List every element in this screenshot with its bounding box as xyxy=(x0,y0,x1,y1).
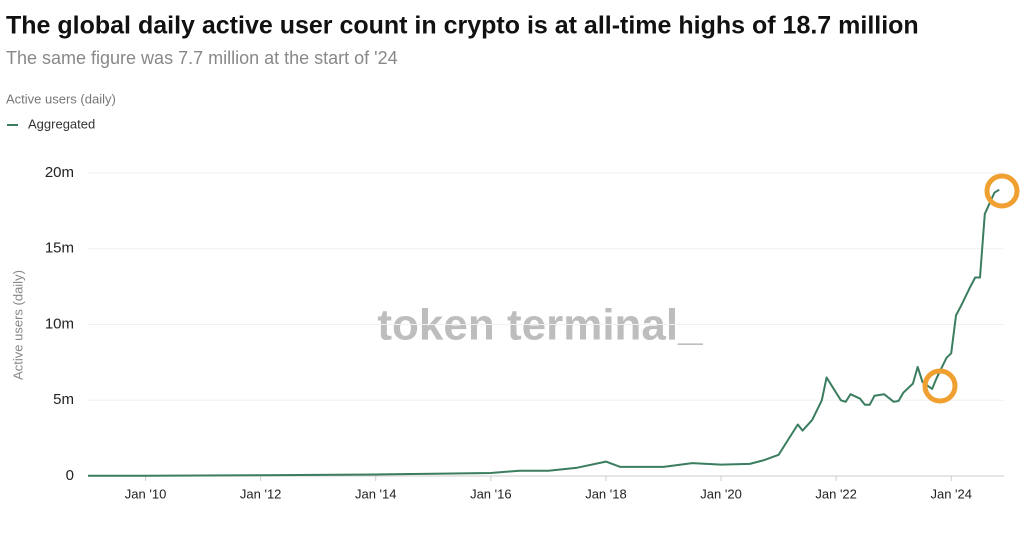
x-tick-label: Jan '12 xyxy=(240,486,282,501)
highlight-circle xyxy=(922,368,958,404)
y-tick-label: 10m xyxy=(45,315,74,332)
x-tick-label: Jan '18 xyxy=(585,486,627,501)
x-tick-label: Jan '14 xyxy=(355,486,397,501)
x-tick-label: Jan '24 xyxy=(930,486,972,501)
y-axis-label: Active users (daily) xyxy=(10,270,25,380)
chart-title: The global daily active user count in cr… xyxy=(6,12,919,40)
plot: 0 5m 10m 15m 20m Jan '10 Jan '12 Jan '14 Jan '16… xyxy=(45,164,1004,501)
x-tick-label: Jan '22 xyxy=(815,486,857,501)
highlight-circle xyxy=(984,173,1020,209)
watermark: token terminal_ xyxy=(377,301,703,350)
x-tick-label: Jan '10 xyxy=(125,486,167,501)
y-tick-label: 5m xyxy=(53,391,74,408)
series-line xyxy=(87,188,1000,477)
y-tick-label: 20m xyxy=(45,164,74,181)
y-tick-label: 15m xyxy=(45,240,74,257)
chart-subtitle: The same figure was 7.7 million at the s… xyxy=(6,48,398,68)
x-tick-label: Jan '16 xyxy=(470,486,512,501)
legend-label: Aggregated xyxy=(28,116,95,131)
x-tick-label: Jan '20 xyxy=(700,486,742,501)
y-tick-label: 0 xyxy=(66,467,74,484)
legend-title: Active users (daily) xyxy=(6,91,116,106)
